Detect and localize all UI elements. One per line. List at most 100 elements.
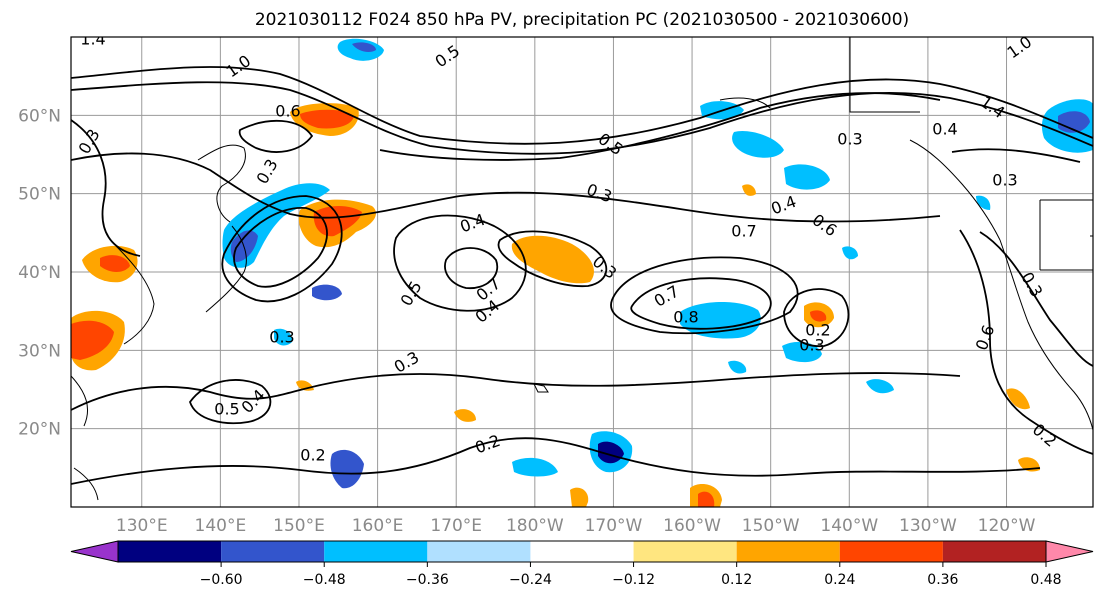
coastline <box>533 383 549 393</box>
coastline <box>197 144 246 223</box>
lon-tick-label: 160°W <box>663 516 721 536</box>
lon-tick-label: 150°W <box>742 516 800 536</box>
precip-blob-negative <box>512 457 558 477</box>
precip-blob-negative <box>866 379 894 394</box>
colorbar-tick-label: −0.48 <box>303 572 346 588</box>
precip-blob-negative <box>732 130 784 158</box>
precip-blob-negative <box>330 449 364 489</box>
lat-tick-label: 40°N <box>18 263 61 283</box>
longitude-labels: 130°E 140°E 150°E 160°E 170°E 180°W 170°W 160°W… <box>116 516 1036 536</box>
colorbar-extend-low <box>70 540 119 563</box>
contour-label: 0.3 <box>269 328 294 347</box>
contour-label: 0.7 <box>731 222 756 241</box>
colorbar-swatch <box>530 541 634 562</box>
pv-contour <box>444 247 499 289</box>
precip-blob-positive <box>1006 388 1030 410</box>
pv-contour <box>630 277 772 330</box>
colorbar-swatch <box>221 541 325 562</box>
contour-label: 0.3 <box>837 130 862 149</box>
coastline <box>849 37 920 113</box>
colorbar-swatch <box>839 541 943 562</box>
pv-contour <box>71 66 1093 145</box>
colorbar-swatch <box>427 541 531 562</box>
lon-tick-label: 120°W <box>978 516 1036 536</box>
pv-contour <box>379 92 941 161</box>
colorbar-outline <box>117 540 1047 563</box>
precip-shading <box>71 38 1093 507</box>
contour-label: 1.4 <box>80 30 105 49</box>
lon-tick-label: 140°E <box>195 516 247 536</box>
colorbar-tick-label: 0.36 <box>927 572 958 588</box>
lon-tick-label: 180°W <box>506 516 564 536</box>
precip-blob-positive <box>570 487 589 507</box>
precip-blob-negative <box>842 246 858 260</box>
pv-contour <box>951 148 1081 163</box>
colorbar-swatch <box>942 541 1046 562</box>
pv-contour <box>188 379 272 425</box>
lon-tick-label: 170°W <box>585 516 643 536</box>
coastline <box>205 225 247 313</box>
coastline <box>73 467 99 501</box>
precip-blob-negative <box>782 341 822 363</box>
coastline <box>71 375 88 427</box>
pv-contour <box>233 207 328 288</box>
lat-tick-label: 60°N <box>18 106 61 126</box>
precip-blob-negative <box>728 360 747 374</box>
contour-label: 0.2 <box>805 321 830 340</box>
contour-label: 0.3 <box>799 336 824 355</box>
colorbar-tick-labels: −0.60 −0.48 −0.36 −0.24 −0.12 0.12 0.24 0.36 0.4… <box>200 562 1062 588</box>
lon-tick-label: 130°W <box>899 516 957 536</box>
precip-blob-negative-core <box>352 42 376 52</box>
coastline <box>999 239 1093 431</box>
pv-contour <box>610 256 799 335</box>
colorbar-swatch <box>633 541 737 562</box>
precip-blob-positive-core <box>698 491 715 507</box>
colorbar-swatch <box>324 541 428 562</box>
contour-label: 0.4 <box>932 120 957 139</box>
pv-contour <box>979 231 1093 367</box>
map-frame <box>70 36 1094 508</box>
precip-blob-negative-core <box>230 230 258 262</box>
precip-blob-positive <box>454 409 476 422</box>
map-panel: 1.41.0 0.50.31.01.40.40.30.60.30.50.30.40… <box>18 30 1094 536</box>
pv-contour <box>71 152 941 223</box>
colorbar-swatch <box>736 541 840 562</box>
pv-contour <box>497 230 608 288</box>
lon-tick-label: 160°E <box>352 516 404 536</box>
contour-label: 0.5 <box>214 400 239 419</box>
colorbar-tick-label: 0.48 <box>1030 572 1061 588</box>
pv-contours <box>71 66 1093 485</box>
contour-label: 0.2 <box>300 446 325 465</box>
precip-blob-positive-core <box>71 320 114 360</box>
pv-contour <box>959 229 1093 455</box>
coastline <box>719 97 771 109</box>
lon-tick-label: 140°W <box>820 516 878 536</box>
lat-tick-label: 20°N <box>18 420 61 440</box>
precip-blob-negative <box>976 195 991 210</box>
pv-contour <box>71 81 1093 155</box>
lon-tick-label: 150°E <box>273 516 325 536</box>
contour-label: 0.8 <box>673 308 698 327</box>
colorbar-tick-label: 0.24 <box>824 572 855 588</box>
precip-blob-negative <box>312 284 342 301</box>
precip-blob-positive-core <box>300 109 354 129</box>
pv-contour <box>393 214 527 312</box>
colorbar: −0.60 −0.48 −0.36 −0.24 −0.12 0.12 0.24 0.36 0.4… <box>70 540 1094 588</box>
precip-blob-positive-core <box>810 310 827 322</box>
coastline <box>115 245 155 345</box>
pv-contour <box>783 288 850 347</box>
colorbar-tick-label: 0.12 <box>721 572 752 588</box>
colorbar-swatches <box>70 540 1094 563</box>
colorbar-tick-label: −0.60 <box>200 572 243 588</box>
lon-tick-label: 130°E <box>116 516 168 536</box>
precip-blob-positive <box>742 184 756 196</box>
latitude-labels: 60°N 50°N 40°N 30°N 20°N <box>18 106 61 439</box>
pv-contour <box>71 372 961 411</box>
contour-label: 0.6 <box>275 102 300 121</box>
precip-blob-negative <box>274 328 293 346</box>
lat-tick-label: 50°N <box>18 185 61 205</box>
colorbar-tick-label: −0.36 <box>406 572 449 588</box>
pv-contour <box>71 119 141 257</box>
contour-label: 0.3 <box>992 171 1017 190</box>
